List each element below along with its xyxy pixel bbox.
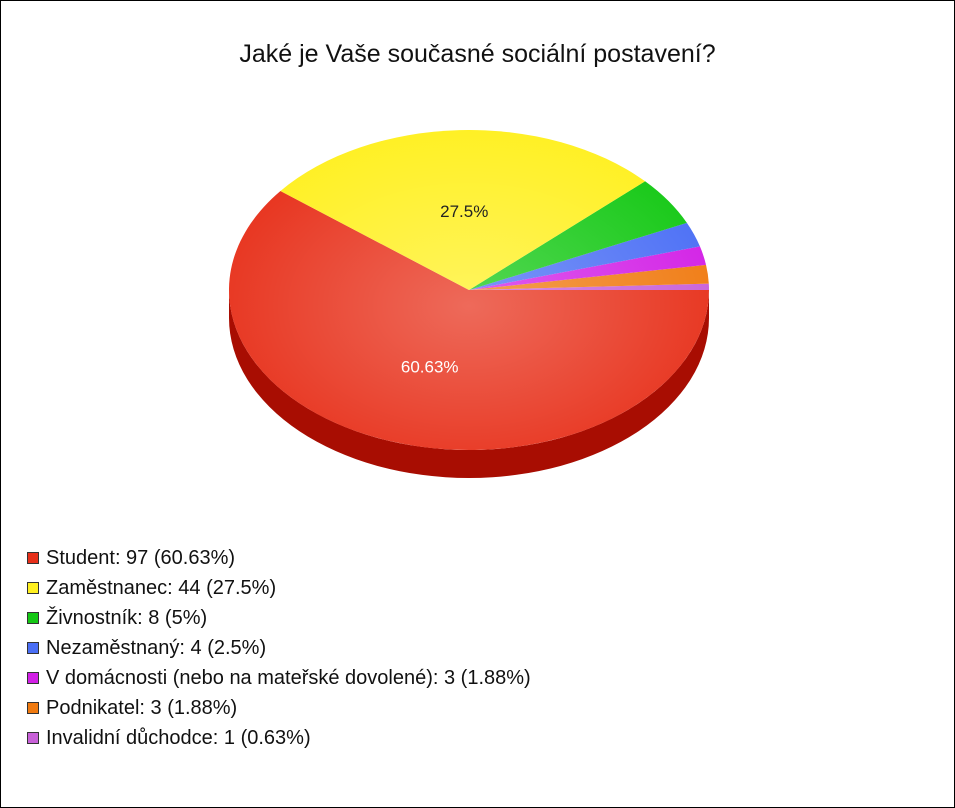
pie-chart: 60.63% 27.5% — [229, 129, 709, 478]
pie-side — [229, 290, 709, 478]
legend-swatch — [27, 642, 39, 654]
legend-swatch — [27, 582, 39, 594]
pie-gloss — [229, 130, 709, 450]
chart-title: Jaké je Vaše současné sociální postavení… — [239, 40, 716, 68]
slice-label-zamestnanec: 27.5% — [440, 202, 488, 221]
legend-label: Živnostník: 8 (5%) — [46, 606, 208, 629]
legend-label: Student: 97 (60.63%) — [46, 546, 236, 569]
legend-label: Invalidní důchodce: 1 (0.63%) — [46, 726, 311, 749]
pie-top — [229, 129, 709, 450]
pie-labels: 60.63% 27.5% — [401, 202, 488, 377]
pie-side-student — [229, 290, 709, 478]
slice-label-student: 60.63% — [401, 358, 459, 377]
legend-label: Zaměstnanec: 44 (27.5%) — [46, 576, 277, 599]
legend-item-zivnostnik: Živnostník: 8 (5%) — [27, 603, 531, 633]
legend-label: Podnikatel: 3 (1.88%) — [46, 696, 238, 719]
legend-item-podnikatel: Podnikatel: 3 (1.88%) — [27, 693, 531, 723]
legend-item-zamestnanec: Zaměstnanec: 44 (27.5%) — [27, 573, 531, 603]
legend-swatch — [27, 612, 39, 624]
legend-swatch — [27, 702, 39, 714]
legend-item-nezamestnany: Nezaměstnaný: 4 (2.5%) — [27, 633, 531, 663]
legend-swatch — [27, 552, 39, 564]
legend-item-v-domacnosti-nebo-na-materske-dovolene: V domácnosti (nebo na mateřské dovolené)… — [27, 663, 531, 693]
legend: Student: 97 (60.63%) Zaměstnanec: 44 (27.… — [27, 543, 531, 753]
legend-swatch — [27, 732, 39, 744]
legend-label: Nezaměstnaný: 4 (2.5%) — [46, 636, 267, 659]
legend-swatch — [27, 672, 39, 684]
legend-label: V domácnosti (nebo na mateřské dovolené)… — [46, 666, 531, 689]
legend-item-student: Student: 97 (60.63%) — [27, 543, 531, 573]
legend-item-invalidni-duchodce: Invalidní důchodce: 1 (0.63%) — [27, 723, 531, 753]
